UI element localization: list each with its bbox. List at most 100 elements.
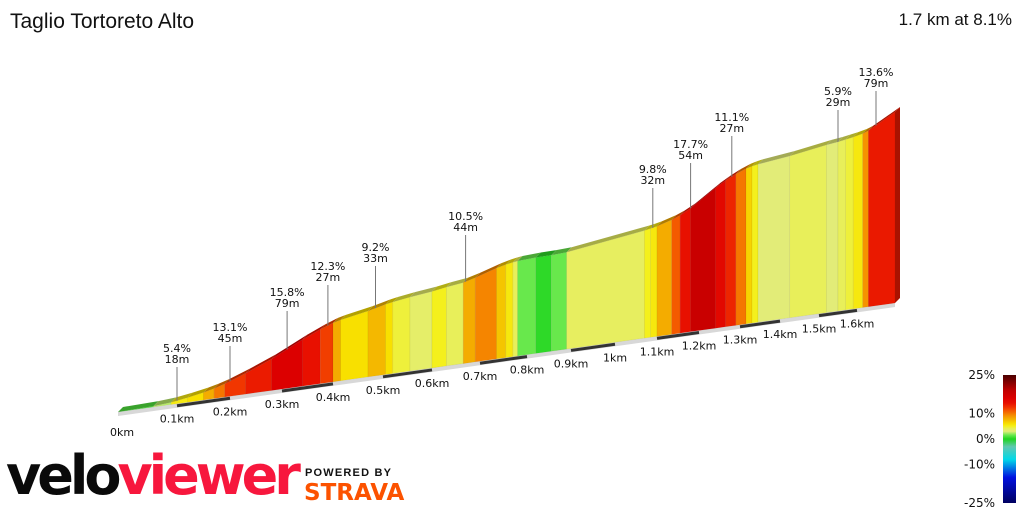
segment-face	[826, 141, 839, 313]
segment-top	[746, 161, 757, 169]
segment-top	[153, 397, 177, 407]
veloviewer-logo[interactable]: veloviewer	[6, 444, 301, 507]
segment-top	[758, 151, 795, 165]
colorbar-label: 0%	[976, 432, 995, 446]
segment-top	[735, 163, 751, 174]
segment-top	[463, 272, 481, 283]
axis-tick-band	[818, 308, 858, 318]
annotation-length: 45m	[218, 332, 243, 345]
segment-top	[517, 252, 541, 261]
segment-face	[392, 296, 411, 374]
annotation-gradient: 13.1%	[213, 321, 248, 334]
logo-viewer: viewer	[117, 444, 300, 507]
x-tick-label: 0.7km	[463, 370, 498, 383]
segment-top	[512, 255, 523, 263]
segment-face	[367, 303, 386, 378]
segment-face	[644, 228, 652, 339]
segment-top	[171, 392, 193, 403]
annotation-gradient: 9.2%	[362, 241, 390, 254]
segment-face	[690, 187, 716, 333]
segment-face	[679, 207, 691, 334]
segment-top	[302, 324, 326, 340]
segment-top	[333, 315, 346, 323]
segment-face	[474, 267, 497, 363]
segment-face	[550, 251, 567, 352]
x-tick-label: 1.5km	[802, 323, 837, 336]
segment-face	[868, 111, 896, 308]
segment-top	[214, 378, 230, 389]
strava-logo[interactable]: STRAVA	[304, 480, 405, 506]
segment-face	[431, 286, 447, 369]
segment-title: Taglio Tortoreto Alto	[10, 10, 195, 33]
colorbar-label: -10%	[964, 458, 995, 472]
segment-top	[680, 203, 696, 216]
segment-face	[505, 261, 514, 358]
segment-top	[496, 259, 511, 269]
segment-face	[332, 319, 341, 383]
segment-face	[862, 130, 869, 308]
segment-top	[187, 387, 209, 398]
segment-top	[657, 214, 677, 227]
segment-face	[409, 291, 433, 372]
segment-top	[203, 383, 220, 393]
segment-top	[409, 286, 437, 298]
annotation-gradient: 5.9%	[824, 85, 852, 98]
profile-end-side	[895, 107, 900, 303]
annotation-length: 79m	[275, 297, 300, 310]
segment-top	[845, 132, 859, 140]
axis-tick-band	[739, 319, 781, 329]
x-tick-label: 0.8km	[510, 364, 545, 377]
segment-face	[446, 282, 464, 367]
axis-tick-band	[382, 368, 433, 379]
segment-top	[340, 305, 373, 321]
segment-top	[566, 225, 650, 253]
segment-top	[789, 139, 832, 157]
axis-tick-band	[656, 331, 700, 340]
segment-top	[671, 210, 686, 220]
colorbar-label: 25%	[968, 368, 995, 382]
distance-axis: 0km 0.1km 0.2km 0.3km 0.4km 0.5km 0.6km 0.7km 0.…	[110, 308, 874, 439]
gradient-colorbar: 25% 10% 0% -10% -25%	[964, 368, 1016, 510]
segment-face	[789, 144, 827, 319]
segment-top	[446, 277, 469, 288]
axis-tick-band	[479, 355, 528, 365]
annotation-gradient: 9.8%	[639, 163, 667, 176]
segment-top	[535, 250, 557, 258]
x-tick-label: 1.4km	[763, 328, 798, 341]
annotation-length: 27m	[719, 122, 744, 135]
powered-by-label: POWERED BY	[305, 467, 393, 479]
segment-face	[319, 322, 334, 384]
segment-top	[320, 317, 338, 330]
segment-face	[757, 155, 791, 323]
annotation-gradient: 12.3%	[310, 260, 345, 273]
segment-top	[432, 282, 452, 292]
x-tick-label: 0.1km	[160, 413, 195, 426]
segment-face	[650, 225, 658, 338]
segment-top	[551, 247, 572, 256]
colorbar-label: 10%	[968, 406, 995, 420]
gradient-annotations: 5.4%18m13.1%45m15.8%79m12.3%27m9.2%33m10…	[163, 66, 893, 401]
annotation-length: 54m	[678, 149, 703, 162]
axis-tick-band	[176, 396, 231, 408]
segment-face	[745, 165, 753, 325]
segment-top	[715, 175, 731, 188]
segment-top	[245, 354, 277, 374]
x-tick-label: 0.3km	[265, 398, 300, 411]
annotation-gradient: 11.1%	[714, 111, 749, 124]
annotation-length: 44m	[453, 221, 478, 234]
annotation-gradient: 15.8%	[270, 286, 305, 299]
annotation-length: 27m	[316, 271, 341, 284]
x-tick-label: 1.1km	[640, 345, 675, 358]
x-tick-label: 0.9km	[554, 357, 589, 370]
annotation-gradient: 17.7%	[673, 138, 708, 151]
segment-top	[392, 292, 415, 302]
segment-face	[462, 277, 476, 364]
segment-top	[505, 257, 518, 265]
segment-face	[837, 139, 846, 312]
segment-face	[535, 254, 552, 354]
segment-top	[271, 334, 308, 360]
segment-face	[385, 301, 394, 375]
segment-face	[512, 260, 518, 357]
segment-face	[340, 310, 369, 382]
